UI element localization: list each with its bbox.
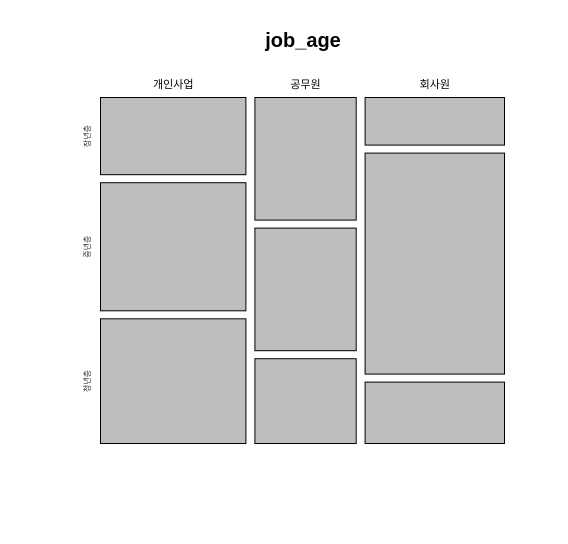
column-labels: 개인사업 공무원 회사원 — [153, 78, 450, 91]
mosaic-tile — [100, 318, 247, 444]
mosaic-tile — [364, 97, 505, 146]
mosaic-tile — [100, 182, 247, 312]
row-label: 중년층 — [82, 236, 92, 258]
column-label: 공무원 — [290, 78, 320, 91]
column-label: 회사원 — [420, 78, 450, 91]
mosaic-tile — [254, 358, 357, 445]
mosaic-tile — [364, 381, 505, 445]
mosaic-tile — [100, 97, 247, 176]
column-label: 개인사업 — [153, 78, 193, 91]
mosaic-tile — [254, 227, 357, 352]
mosaic-tile — [254, 97, 357, 221]
mosaic-tiles — [100, 97, 505, 445]
mosaic-tile — [364, 152, 505, 375]
row-label: 청년층 — [82, 370, 92, 392]
chart-title: job_age — [264, 30, 341, 52]
row-label: 장년층 — [82, 125, 92, 147]
